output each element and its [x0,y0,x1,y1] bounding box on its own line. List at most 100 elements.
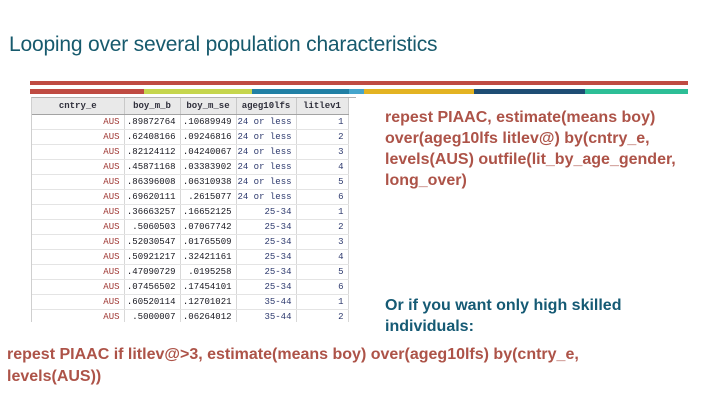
cell-ageg10lfs: 25-34 [236,279,297,295]
cell-boy_m_se: .04240067 [180,144,237,160]
cell-cntry_e: AUS [32,144,125,160]
cell-boy_m_se: .10689949 [180,114,237,130]
repest-filter-code-block: repest PIAAC if litlev@>3, estimate(mean… [7,344,713,387]
cell-litlev1: 3 [296,234,349,250]
cell-boy_m_b: .86396008 [124,174,181,190]
column-header-litlev1: litlev1 [296,98,349,115]
table-row: AUS .82124112.04240067 24 or less 3 [32,144,349,160]
cell-boy_m_b: .50921217 [124,249,181,265]
rule-segment-yellow [364,89,475,94]
cell-cntry_e: AUS [32,129,125,145]
cell-boy_m_b: .5000007 [124,309,181,322]
cell-litlev1: 2 [296,309,349,322]
cell-cntry_e: AUS [32,174,125,190]
cell-boy_m_b: .69620111 [124,189,181,205]
cell-litlev1: 2 [296,129,349,145]
cell-cntry_e: AUS [32,219,125,235]
cell-boy_m_se: .16652125 [180,204,237,220]
text-line: long_over) [385,172,467,189]
cell-cntry_e: AUS [32,294,125,310]
cell-boy_m_se: .2615077 [180,189,237,205]
cell-boy_m_b: .36663257 [124,204,181,220]
cell-boy_m_se: .09246816 [180,129,237,145]
cell-litlev1: 1 [296,204,349,220]
text-line: levels(AUS)) [7,367,102,385]
rule-segment-light-blue [349,89,365,94]
table-header-row: cntry_e boy_m_b boy_m_se ageg10lfs litlev1 [32,98,349,115]
cell-cntry_e: AUS [32,204,125,220]
cell-boy_m_b: .62408166 [124,129,181,145]
table-row: AUS .52030547.01765509 25-34 3 [32,234,349,250]
cell-ageg10lfs: 25-34 [236,219,297,235]
cell-litlev1: 5 [296,174,349,190]
cell-ageg10lfs: 25-34 [236,204,297,220]
table-row: AUS .36663257.16652125 25-34 1 [32,204,349,220]
cell-boy_m_b: .89872764 [124,114,181,130]
cell-boy_m_se: .06310938 [180,174,237,190]
cell-litlev1: 4 [296,159,349,175]
cell-cntry_e: AUS [32,249,125,265]
cell-boy_m_b: .47090729 [124,264,181,280]
column-header-ageg10lfs: ageg10lfs [236,98,297,115]
cell-ageg10lfs: 24 or less [236,174,297,190]
cell-litlev1: 1 [296,114,349,130]
table-row: AUS .69620111.2615077 24 or less 6 [32,189,349,205]
cell-ageg10lfs: 25-34 [236,234,297,250]
cell-boy_m_b: .07456502 [124,279,181,295]
cell-boy_m_b: .60520114 [124,294,181,310]
table-row: AUS .5060503.07067742 25-34 2 [32,219,349,235]
cell-cntry_e: AUS [32,264,125,280]
cell-litlev1: 3 [296,144,349,160]
divider-rule-multicolor [30,89,688,94]
cell-ageg10lfs: 24 or less [236,129,297,145]
rule-segment-teal-blue [252,89,350,94]
cell-ageg10lfs: 35-44 [236,294,297,310]
column-header-boy_m_b: boy_m_b [124,98,181,115]
cell-litlev1: 5 [296,264,349,280]
table-row: AUS .07456502.17454101 25-34 6 [32,279,349,295]
stata-table: cntry_e boy_m_b boy_m_se ageg10lfs litlev1 A… [32,98,349,322]
cell-ageg10lfs: 24 or less [236,144,297,160]
table-row: AUS .86396008.06310938 24 or less 5 [32,174,349,190]
cell-ageg10lfs: 25-34 [236,264,297,280]
rule-segment-yellow-green [143,89,253,94]
text-line: over(ageg10lfs litlev@) by(cntry_e, [385,130,650,147]
divider-rule-solid [30,81,688,85]
table-row: AUS .62408166.09246816 24 or less 2 [32,129,349,145]
cell-ageg10lfs: 24 or less [236,114,297,130]
cell-boy_m_se: .32421161 [180,249,237,265]
cell-cntry_e: AUS [32,234,125,250]
cell-boy_m_se: .12701021 [180,294,237,310]
repest-over-code-block: repest PIAAC, estimate(means boy) over(ag… [385,107,715,191]
text-line: Or if you want only high skilled [385,297,622,314]
table-row: AUS .60520114.12701021 35-44 1 [32,294,349,310]
cell-cntry_e: AUS [32,189,125,205]
cell-boy_m_b: .82124112 [124,144,181,160]
cell-boy_m_se: .0195258 [180,264,237,280]
cell-cntry_e: AUS [32,279,125,295]
cell-boy_m_b: .5060503 [124,219,181,235]
table-row: AUS .5000007.06264012 35-44 2 [32,309,349,322]
cell-boy_m_b: .52030547 [124,234,181,250]
rule-segment-green [584,89,688,94]
cell-litlev1: 1 [296,294,349,310]
table-row: AUS .45871168.03383902 24 or less 4 [32,159,349,175]
cell-cntry_e: AUS [32,309,125,322]
column-header-cntry_e: cntry_e [32,98,125,115]
cell-ageg10lfs: 24 or less [236,159,297,175]
cell-ageg10lfs: 25-34 [236,249,297,265]
cell-ageg10lfs: 24 or less [236,189,297,205]
text-line: levels(AUS) outfile(lit_by_age_gender, [385,151,676,168]
cell-cntry_e: AUS [32,114,125,130]
cell-boy_m_se: .17454101 [180,279,237,295]
table-row: AUS .47090729.0195258 25-34 5 [32,264,349,280]
table-row: AUS .50921217.32421161 25-34 4 [32,249,349,265]
text-line: individuals: [385,318,474,335]
cell-boy_m_se: .07067742 [180,219,237,235]
rule-segment-navy [474,89,585,94]
text-line: repest PIAAC if litlev@>3, estimate(mean… [7,346,579,363]
cell-boy_m_b: .45871168 [124,159,181,175]
table-row: AUS .89872764.10689949 24 or less 1 [32,114,349,130]
slide-title: Looping over several population characte… [9,33,438,56]
cell-ageg10lfs: 35-44 [236,309,297,322]
